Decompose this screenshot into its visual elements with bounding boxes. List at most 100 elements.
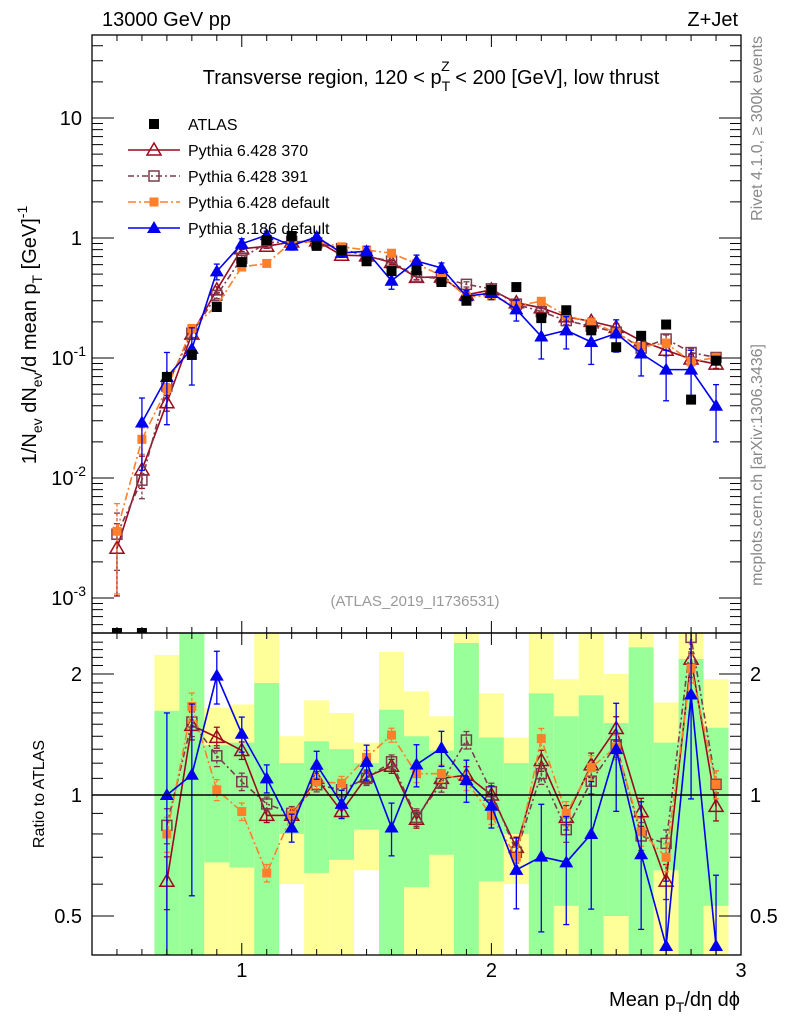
data-point — [709, 938, 724, 951]
data-point — [136, 474, 148, 486]
data-point — [536, 734, 546, 744]
data-point — [384, 820, 399, 833]
data-point — [435, 777, 448, 789]
stat-uncertainty-band — [503, 763, 529, 834]
data-point — [410, 811, 423, 824]
data-point — [710, 778, 722, 791]
data-point — [359, 244, 374, 257]
data-point — [260, 798, 273, 810]
legend-label: Pythia 6.428 default — [188, 195, 330, 212]
data-point — [461, 295, 472, 306]
data-point — [586, 317, 596, 327]
data-point — [509, 302, 524, 315]
y-tick-label: 10 — [60, 108, 82, 130]
data-point — [707, 797, 725, 813]
data-point — [209, 264, 224, 277]
data-point — [409, 757, 424, 770]
ratio-tick-label-left: 0.5 — [54, 906, 82, 928]
data-point — [561, 808, 571, 818]
data-point — [387, 730, 397, 740]
series-pythia-8-186-default — [134, 228, 724, 471]
y-axis-label: 1/Nev dNev/d mean pT [GeV]-1 — [14, 206, 45, 465]
data-point — [208, 728, 226, 744]
y-tick-label: 10-2 — [51, 463, 86, 490]
legend-label: Pythia 6.428 370 — [188, 143, 308, 160]
data-point — [509, 862, 524, 875]
data-point — [261, 235, 272, 246]
data-point — [536, 313, 547, 324]
data-point — [209, 668, 224, 681]
data-point — [259, 771, 274, 784]
data-point — [661, 319, 672, 330]
data-point — [460, 734, 473, 746]
data-point — [211, 750, 223, 762]
data-point — [611, 342, 622, 353]
data-point — [661, 338, 671, 348]
data-point — [211, 289, 223, 302]
data-point — [286, 230, 297, 241]
legend-entry: Pythia 8.186 default — [128, 221, 330, 238]
data-point — [236, 775, 248, 788]
data-point — [511, 282, 522, 293]
y-tick-label: 1 — [71, 228, 82, 250]
data-point — [561, 311, 571, 321]
data-point — [684, 687, 699, 700]
data-point — [411, 265, 422, 276]
ratio-tick-label-right: 0.5 — [750, 906, 778, 928]
legend-label: Pythia 6.428 391 — [188, 169, 308, 186]
mcplots-reference-text: mcplots.cern.ch [arXiv:1306.3436] — [749, 344, 766, 586]
plot-title: Transverse region, 120 < pTZ < 200 [GeV]… — [203, 58, 660, 94]
data-point — [659, 938, 674, 951]
ratio-tick-label-right: 1 — [750, 785, 761, 807]
data-point — [159, 788, 174, 800]
ratio-tick-label-left: 1 — [71, 785, 82, 807]
data-point — [383, 757, 400, 772]
data-point — [660, 837, 672, 850]
x-tick-label: 1 — [236, 960, 247, 982]
data-point — [258, 237, 276, 252]
axes: 1 2 3 10 1 10-1 10-2 10-3 2 2 1 1 0.5 0.5 — [51, 35, 778, 982]
data-point — [384, 273, 399, 286]
data-point — [711, 355, 722, 366]
data-point — [586, 763, 596, 773]
data-point — [559, 323, 574, 336]
data-point — [584, 334, 599, 347]
data-point — [686, 394, 697, 405]
data-point — [184, 767, 199, 780]
data-point — [386, 266, 397, 277]
data-point — [661, 852, 671, 862]
data-point — [636, 330, 647, 341]
ratio-tick-label-left: 2 — [71, 664, 82, 686]
data-point — [711, 779, 721, 789]
series-line — [166, 637, 717, 855]
data-point — [659, 362, 674, 375]
data-point — [385, 756, 398, 768]
data-point — [586, 325, 597, 336]
data-point — [436, 276, 447, 287]
data-point — [609, 326, 624, 339]
data-point — [309, 229, 324, 242]
data-point — [334, 796, 349, 809]
data-point — [534, 849, 549, 862]
data-point — [211, 302, 222, 313]
data-point — [186, 349, 197, 360]
legend-marker — [145, 141, 163, 156]
data-point — [634, 346, 649, 359]
data-point — [284, 238, 299, 251]
legend-marker — [149, 197, 159, 207]
ratio-series — [158, 633, 725, 955]
stat-uncertainty-band — [204, 745, 230, 863]
data-point — [484, 798, 499, 811]
analysis-id: (ATLAS_2019_I1736531) — [330, 593, 499, 610]
data-point — [361, 256, 372, 267]
data-point — [459, 772, 474, 785]
data-point — [311, 240, 322, 251]
data-point — [161, 371, 172, 382]
data-point — [134, 415, 149, 428]
data-point — [387, 248, 397, 258]
data-point — [233, 741, 251, 757]
data-point — [534, 329, 549, 342]
legend-label: ATLAS — [188, 117, 238, 134]
rivet-version-text: Rivet 4.1.0, ≥ 300k events — [749, 36, 766, 221]
